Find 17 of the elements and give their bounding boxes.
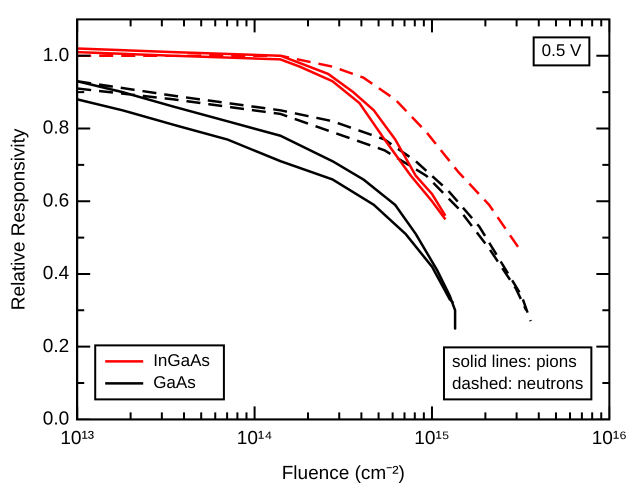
y-tick-label: 0.8	[42, 118, 70, 139]
x-tick-label: 10¹⁵	[414, 428, 450, 450]
legend-label: InGaAs	[153, 351, 210, 370]
y-tick-label: 0.6	[42, 190, 70, 212]
y-tick-label: 0.2	[42, 336, 70, 357]
annotation: solid lines: pions	[452, 352, 577, 372]
y-tick-label: 0.4	[42, 263, 70, 284]
legend-label: GaAs	[153, 373, 196, 392]
y-tick-label: 1.0	[42, 45, 70, 66]
x-axis-title: Fluence (cm⁻²)	[282, 462, 405, 484]
y-tick-label: 0.0	[42, 408, 70, 430]
x-tick-label: 10¹⁴	[236, 428, 272, 450]
annotation: 0.5 V	[542, 41, 582, 60]
y-axis-title: Relative Responsivity	[8, 128, 30, 310]
annotation: dashed: neutrons	[452, 374, 584, 394]
x-tick-label: 10¹⁶	[592, 428, 628, 450]
x-tick-label: 10¹³	[60, 428, 94, 450]
